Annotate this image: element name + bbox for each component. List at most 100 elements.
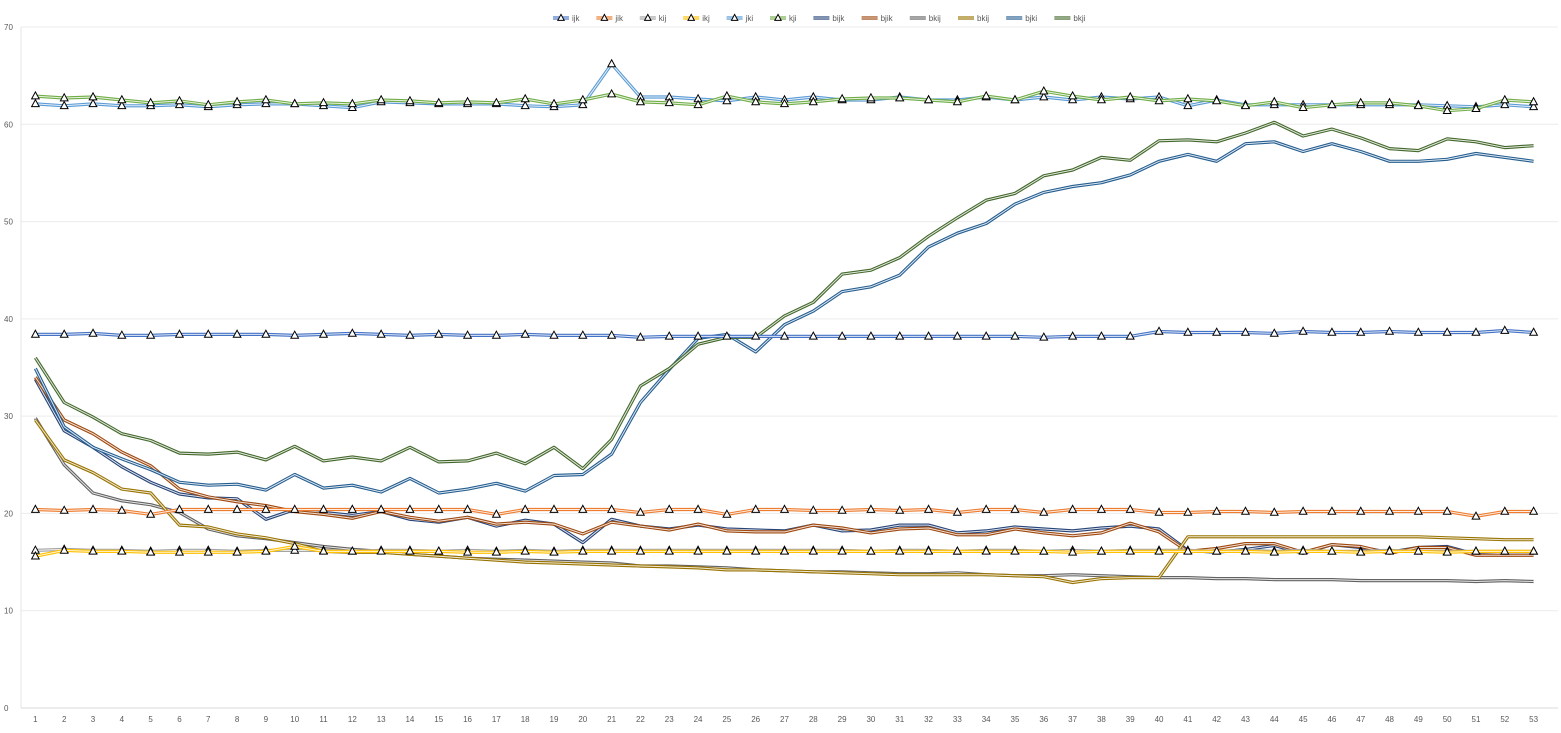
data-point: [1240, 100, 1251, 110]
data-point: [1067, 90, 1078, 100]
legend-item-bjik: bjik: [861, 14, 894, 23]
data-point: [606, 88, 617, 98]
data-point: [1298, 326, 1308, 335]
data-point: [808, 505, 818, 514]
legend-marker: [643, 13, 652, 21]
series-bijk: [34, 378, 1534, 556]
data-point: [1413, 327, 1423, 336]
series-line: [34, 120, 1534, 471]
data-point: [635, 96, 646, 106]
data-point: [1212, 506, 1222, 515]
data-point: [1298, 546, 1308, 555]
data-point: [1154, 95, 1164, 105]
data-point: [1269, 328, 1279, 337]
x-tick-label: 16: [463, 715, 472, 724]
data-point: [837, 331, 847, 340]
data-point: [376, 329, 386, 338]
x-tick-label: 48: [1385, 715, 1394, 724]
data-point: [635, 332, 646, 341]
data-point: [232, 547, 242, 556]
data-point: [981, 546, 991, 555]
data-point: [30, 98, 41, 108]
legend-item-bkij: bkij: [958, 14, 989, 23]
data-point: [376, 546, 386, 555]
series-bjki: [33, 140, 1534, 495]
x-tick-label: 25: [722, 715, 731, 724]
data-point: [1384, 326, 1395, 335]
data-point: [520, 100, 530, 110]
data-point: [59, 505, 69, 514]
data-point: [1356, 97, 1366, 107]
series-line: [34, 378, 1534, 556]
data-point: [1010, 94, 1020, 104]
data-point: [405, 95, 415, 105]
data-point: [1298, 506, 1308, 515]
y-tick-label: 0: [4, 704, 9, 713]
x-tick-label: 34: [982, 715, 991, 724]
data-point: [1039, 91, 1049, 101]
data-point: [981, 90, 991, 100]
y-tick-label: 40: [4, 315, 13, 324]
data-point: [1471, 546, 1481, 555]
legend-item-bkji: bkji: [1054, 14, 1086, 23]
data-point: [1471, 103, 1481, 113]
data-point: [261, 329, 271, 338]
data-point: [1212, 327, 1222, 336]
legend-item-kij: kij: [639, 13, 667, 23]
x-tick-label: 13: [377, 715, 386, 724]
data-point: [866, 504, 876, 513]
data-point: [952, 96, 963, 106]
y-tick-label: 60: [4, 120, 13, 129]
x-tick-label: 28: [809, 715, 818, 724]
x-tick-label: 21: [607, 715, 616, 724]
x-tick-label: 50: [1443, 715, 1452, 724]
data-point: [549, 504, 559, 513]
data-point: [59, 92, 69, 102]
x-tick-label: 49: [1414, 715, 1423, 724]
data-point: [981, 504, 991, 513]
data-point: [318, 329, 329, 338]
x-tick-label: 8: [235, 715, 240, 724]
x-tick-label: 2: [62, 715, 67, 724]
legend-label: kij: [659, 14, 667, 23]
legend-marker: [556, 13, 566, 21]
legend-label: jik: [614, 14, 624, 23]
data-point: [664, 97, 674, 107]
x-tick-label: 14: [405, 715, 414, 724]
data-point: [952, 507, 963, 516]
data-point: [462, 547, 473, 556]
legend-marker: [687, 13, 696, 21]
x-tick-label: 33: [953, 715, 962, 724]
data-point: [1413, 100, 1423, 110]
data-point: [1039, 507, 1049, 516]
x-tick-label: 32: [924, 715, 933, 724]
y-axis: 0 10 20 30 40 50 60 70: [4, 23, 22, 713]
legend-item-bjki: bjki: [1006, 14, 1037, 23]
data-point: [88, 98, 98, 108]
data-point: [866, 92, 876, 102]
data-point: [1413, 546, 1423, 555]
data-point: [146, 330, 156, 339]
series-line: [34, 376, 1534, 557]
data-point: [1039, 85, 1049, 95]
series-line: [34, 417, 1534, 584]
x-tick-label: 36: [1039, 715, 1048, 724]
legend-marker: [730, 13, 739, 21]
x-tick-label: 24: [694, 715, 703, 724]
data-point: [751, 504, 761, 513]
data-point: [1067, 331, 1078, 340]
data-point: [1442, 105, 1452, 114]
data-point: [146, 97, 156, 107]
data-point: [1528, 96, 1539, 106]
data-point: [1384, 506, 1395, 515]
data-point: [261, 94, 271, 104]
data-point: [1528, 546, 1539, 555]
data-point: [1356, 547, 1366, 556]
legend-item-ikj: ikj: [683, 13, 710, 23]
data-point: [779, 331, 790, 340]
data-point: [952, 546, 963, 555]
data-point: [693, 504, 703, 513]
data-point: [59, 100, 69, 110]
data-point: [1010, 504, 1020, 513]
series-bjik: [34, 376, 1534, 557]
